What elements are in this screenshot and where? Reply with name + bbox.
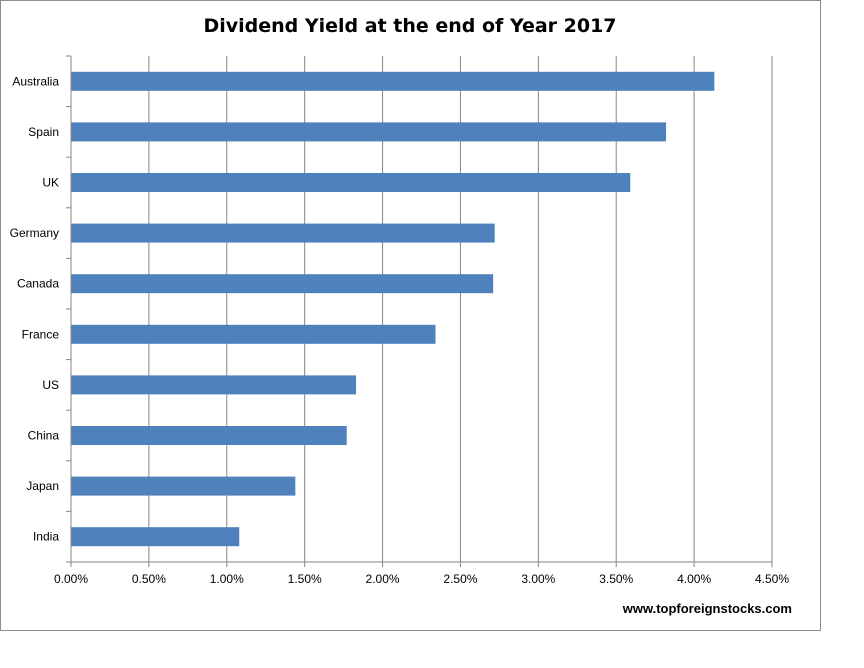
labels: Australia Spain UK Germany Canada France US Chi… xyxy=(10,74,790,586)
x-tick-label: 3.00% xyxy=(521,572,555,586)
x-tick-label: 2.50% xyxy=(443,572,477,586)
x-tick-label: 0.50% xyxy=(132,572,166,586)
bar-canada xyxy=(71,274,494,294)
x-tick-label: 1.50% xyxy=(288,572,322,586)
x-tick-label: 0.00% xyxy=(54,572,88,586)
x-tick-label: 3.50% xyxy=(599,572,633,586)
x-tick-label: 2.00% xyxy=(366,572,400,586)
category-label: Australia xyxy=(12,74,59,88)
category-label: China xyxy=(28,429,60,443)
source-label: www.topforeignstocks.com xyxy=(622,601,792,616)
chart-title: Dividend Yield at the end of Year 2017 xyxy=(203,15,616,37)
category-label: France xyxy=(22,327,60,341)
bar-uk xyxy=(71,173,631,192)
bar-us xyxy=(71,375,357,395)
axes xyxy=(66,55,773,567)
x-tick-label: 4.00% xyxy=(677,572,711,586)
category-label: US xyxy=(42,378,59,392)
x-tick-label: 1.00% xyxy=(210,572,244,586)
category-label: Spain xyxy=(28,125,59,139)
chart-frame xyxy=(0,0,821,631)
bar-spain xyxy=(71,122,667,142)
bar-australia xyxy=(71,71,715,91)
category-label: Canada xyxy=(17,277,59,291)
category-label: Germany xyxy=(10,226,59,240)
category-label: India xyxy=(33,530,59,544)
bar-china xyxy=(71,426,347,445)
bars xyxy=(71,71,715,547)
bar-germany xyxy=(71,223,495,243)
bar-japan xyxy=(71,476,296,496)
bar-india xyxy=(71,527,240,547)
category-label: Japan xyxy=(26,479,59,493)
category-label: UK xyxy=(42,176,59,190)
bar-france xyxy=(71,324,436,344)
x-tick-label: 4.50% xyxy=(755,572,789,586)
